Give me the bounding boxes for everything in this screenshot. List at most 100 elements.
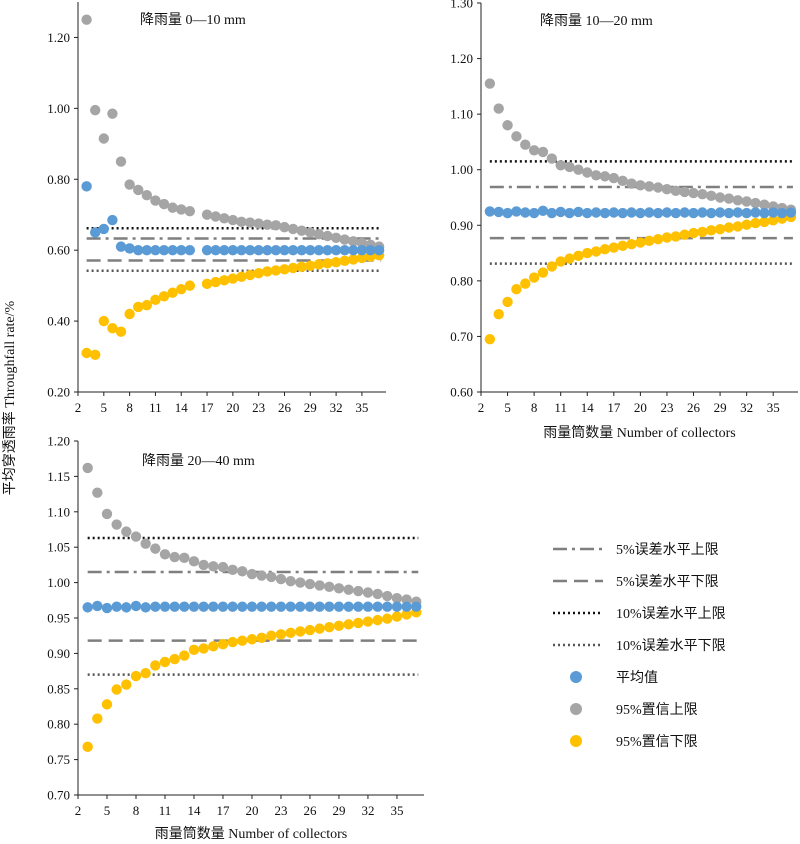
x-tick-label: 11 (159, 803, 172, 818)
data-point (741, 207, 752, 219)
y-tick-label: 1.10 (450, 107, 473, 122)
x-tick-label: 20 (245, 803, 258, 818)
data-point (511, 206, 522, 217)
data-point (150, 543, 161, 554)
y-tick-label: 1.00 (47, 575, 70, 590)
data-point (688, 187, 699, 199)
data-point (266, 601, 277, 612)
data-point (176, 283, 187, 295)
x-tick-label: 11 (554, 400, 567, 415)
data-point (115, 326, 127, 337)
data-point (652, 207, 664, 219)
data-point (528, 272, 540, 283)
data-point (82, 741, 93, 753)
data-point (714, 223, 726, 235)
data-point (391, 601, 403, 612)
data-point (484, 78, 496, 89)
data-point (555, 206, 566, 218)
data-point (343, 601, 354, 612)
data-point (167, 244, 178, 256)
data-point (608, 172, 620, 184)
x-tick-label: 32 (330, 400, 343, 415)
data-point (626, 207, 637, 218)
data-point (314, 580, 325, 591)
data-point (244, 244, 256, 256)
x-tick-label: 23 (274, 803, 287, 818)
x-tick-label: 17 (216, 803, 230, 818)
data-point (493, 309, 504, 320)
data-point (353, 585, 364, 597)
data-point (502, 207, 513, 219)
data-point (176, 204, 187, 215)
data-point (256, 632, 267, 644)
data-point (635, 180, 646, 191)
data-point (236, 244, 247, 256)
data-point (244, 217, 256, 228)
data-point (227, 244, 239, 256)
x-tick-label: 11 (149, 400, 162, 415)
data-point (626, 178, 637, 189)
data-point (608, 207, 620, 218)
data-point (305, 260, 316, 271)
data-point (343, 584, 354, 595)
data-point (706, 190, 717, 202)
data-point (493, 206, 504, 218)
data-point (305, 244, 316, 256)
x-tick-label: 26 (687, 400, 701, 415)
data-point (188, 556, 200, 567)
data-point (324, 601, 335, 612)
data-point (520, 278, 531, 289)
data-point (688, 207, 699, 219)
data-point (217, 638, 229, 650)
data-point (121, 679, 132, 690)
data-point (372, 614, 383, 626)
data-point (167, 202, 178, 213)
data-point (107, 108, 118, 119)
data-point (256, 601, 267, 612)
data-point (528, 207, 540, 219)
data-point (90, 349, 101, 360)
data-point (573, 164, 584, 175)
data-point (92, 487, 103, 498)
data-point (324, 581, 335, 593)
data-point (644, 207, 655, 218)
data-point (287, 244, 299, 256)
data-point (391, 592, 403, 604)
data-point (564, 161, 575, 173)
data-point (372, 601, 383, 612)
data-point (167, 287, 178, 298)
data-point (322, 244, 333, 256)
x-tick-label: 2 (478, 400, 485, 415)
data-point (101, 508, 113, 520)
data-point (246, 601, 258, 612)
y-tick-label: 1.05 (47, 540, 70, 555)
data-point (382, 613, 393, 624)
data-point (188, 644, 200, 656)
data-point (90, 104, 101, 116)
panel-title: 降雨量 0—10 mm (140, 12, 246, 28)
data-point (484, 206, 496, 217)
y-tick-label: 1.00 (47, 101, 70, 116)
data-point (353, 601, 364, 612)
data-point (201, 209, 213, 220)
data-point (333, 620, 345, 631)
data-point (184, 205, 196, 217)
data-point (219, 244, 230, 256)
data-point (759, 207, 770, 219)
data-point (670, 207, 682, 219)
x-tick-label: 23 (252, 400, 265, 415)
data-point (227, 601, 238, 612)
data-point (723, 222, 735, 233)
data-point (159, 549, 171, 560)
data-point (688, 227, 699, 239)
data-point (296, 244, 307, 256)
data-point (652, 182, 664, 193)
data-point (98, 133, 110, 144)
x-tick-label: 14 (187, 803, 201, 818)
x-tick-label: 35 (355, 400, 368, 415)
data-point (179, 601, 190, 612)
y-tick-label: 0.85 (47, 681, 70, 696)
x-tick-label: 26 (278, 400, 292, 415)
data-point (227, 636, 238, 648)
